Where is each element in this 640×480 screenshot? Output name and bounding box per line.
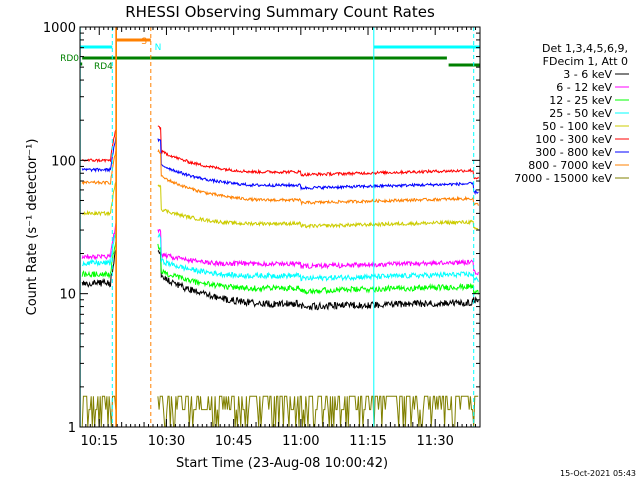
series-50-100-kev [82, 182, 479, 231]
x-axis-label: Start Time (23-Aug-08 10:00:42) [176, 456, 388, 471]
timestamp-stamp: 15-Oct-2021 05:43 [560, 469, 636, 478]
series-800-7000-kev [81, 148, 479, 207]
series-line-post-gap [157, 243, 479, 295]
legend-entry-label: 800 - 7000 keV [528, 159, 612, 172]
series-line-post-gap [157, 148, 479, 207]
series-line-post-gap [157, 184, 479, 231]
series-line-pre-gap [81, 136, 117, 173]
time-markers [79, 27, 475, 427]
y-tick-label: 100 [51, 154, 76, 169]
legend-entry-label: 100 - 300 keV [535, 133, 612, 146]
x-axis: 10:15 10:30 10:45 11:00 11:15 11:30 [81, 27, 477, 449]
legend-entry-label: 3 - 6 keV [563, 68, 612, 81]
series-100-300-kev [81, 125, 479, 180]
legend-header: FDecim 1, Att 0 [543, 55, 628, 68]
flag-label-rd0: RD0 [60, 54, 79, 64]
series-line-pre-gap [82, 231, 117, 267]
data-traces [81, 125, 479, 428]
x-tick-label: 10:45 [215, 434, 252, 449]
chart-title: RHESSI Observing Summary Count Rates [125, 3, 435, 21]
series-12-25-kev [81, 241, 479, 295]
series-line-pre-gap [82, 182, 117, 217]
y-tick-label: 10 [59, 288, 76, 303]
series-line-post-gap [157, 249, 479, 311]
series-line-pre-gap [81, 223, 117, 261]
y-axis: 1 10 100 1000 [43, 21, 480, 436]
legend-entry-label: 12 - 25 keV [549, 94, 612, 107]
legend: Det 1,3,4,5,6,9,FDecim 1, Att 03 - 6 keV… [514, 42, 629, 185]
series-300-800-kev [81, 136, 479, 196]
legend-entry-label: 25 - 50 keV [549, 107, 612, 120]
series-step-trace [157, 395, 479, 428]
legend-entry-label: 6 - 12 keV [556, 81, 612, 94]
series-7000-15000-kev [81, 395, 479, 428]
series-line-pre-gap [81, 151, 117, 186]
x-tick-label: 11:00 [282, 434, 319, 449]
series-line-pre-gap [81, 129, 117, 164]
series-3-6-kev [81, 249, 479, 311]
flag-label-rd4: RD4 [94, 62, 113, 72]
legend-entry-label: 7000 - 15000 keV [514, 172, 612, 185]
y-tick-label: 1000 [43, 21, 76, 36]
legend-entry-label: 300 - 800 keV [535, 146, 612, 159]
x-tick-label: 10:15 [81, 434, 118, 449]
series-line-post-gap [157, 125, 479, 180]
y-tick-label: 1 [68, 421, 76, 436]
x-tick-label: 11:15 [349, 434, 386, 449]
series-6-12-kev [81, 223, 479, 276]
x-tick-label: 10:30 [148, 434, 185, 449]
flag-label-s: S [141, 37, 147, 47]
series-line-pre-gap [81, 249, 117, 288]
y-axis-label: Count Rate (s⁻¹ detector⁻¹) [25, 139, 40, 316]
series-line-post-gap [157, 138, 479, 196]
series-line-post-gap [157, 232, 479, 282]
series-25-50-kev [82, 231, 479, 282]
plot-frame [79, 26, 481, 428]
flag-bars: RD0 RD4 SN [60, 37, 480, 72]
series-line-post-gap [157, 229, 479, 276]
series-line-pre-gap [81, 241, 117, 279]
x-tick-label: 11:30 [416, 434, 453, 449]
legend-entry-label: 50 - 100 keV [542, 120, 612, 133]
flag-label-n: N [155, 43, 162, 53]
legend-header: Det 1,3,4,5,6,9, [542, 42, 628, 55]
